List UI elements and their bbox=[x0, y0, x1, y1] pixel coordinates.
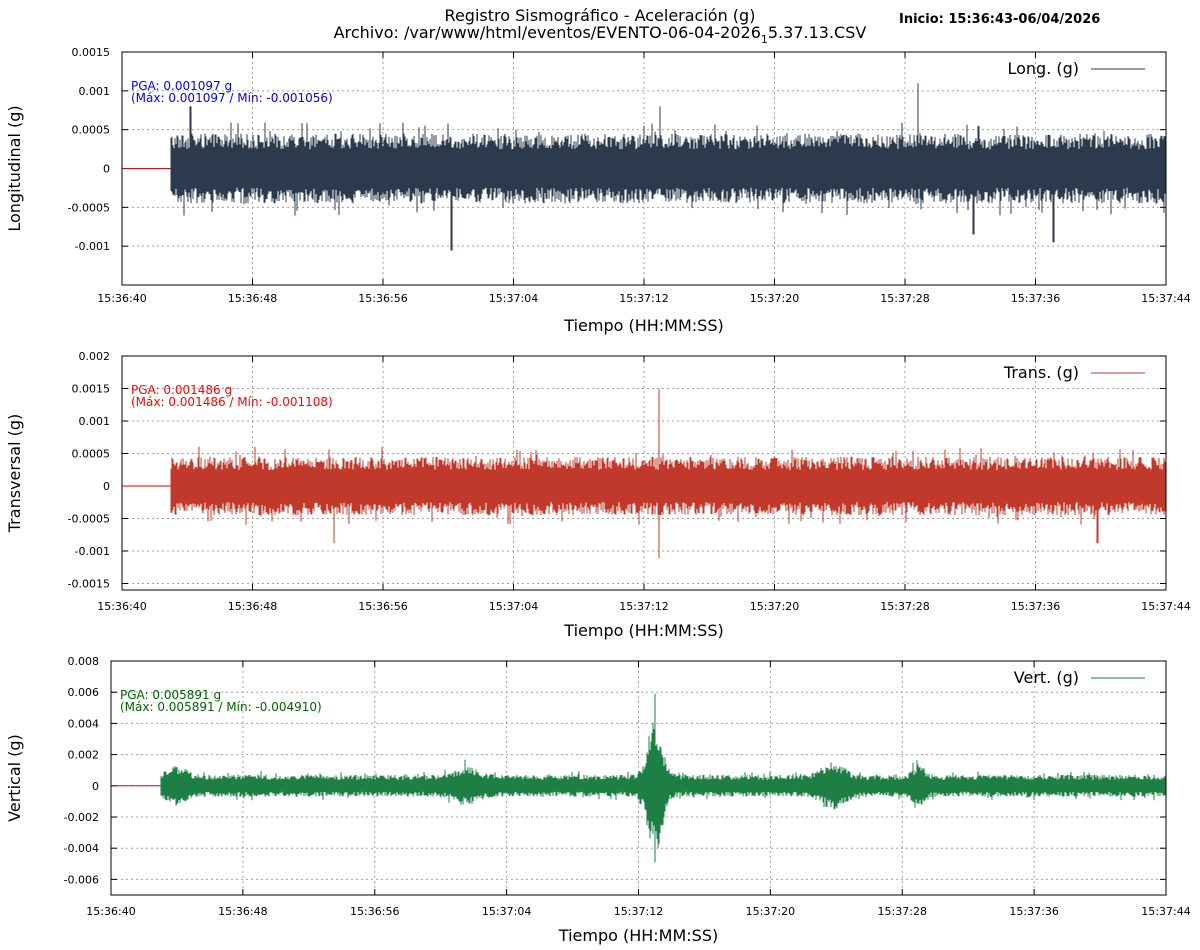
x-tick-label: 15:36:40 bbox=[97, 292, 146, 305]
y-tick-label: 0.0005 bbox=[72, 448, 111, 461]
acceleration-trace bbox=[160, 693, 1167, 863]
x-tick-label: 15:37:36 bbox=[1011, 292, 1060, 305]
x-tick-label: 15:36:56 bbox=[350, 905, 399, 918]
y-tick-label: -0.004 bbox=[64, 842, 99, 855]
acceleration-trace bbox=[170, 83, 1167, 251]
max-min-annotation: (Máx: 0.001486 / Mín: -0.001108) bbox=[131, 395, 333, 409]
file-path-label: Archivo: /var/www/html/eventos/EVENTO-06… bbox=[334, 23, 867, 46]
y-axis-label: Vertical (g) bbox=[5, 734, 24, 822]
acceleration-trace bbox=[170, 389, 1167, 558]
pga-annotation: PGA: 0.001097 g bbox=[131, 79, 232, 93]
plot-frame bbox=[110, 660, 1167, 896]
y-tick-label: 0.002 bbox=[68, 749, 100, 762]
x-tick-label: 15:37:36 bbox=[1011, 600, 1060, 613]
plot-frame bbox=[121, 51, 1167, 286]
x-tick-label: 15:37:04 bbox=[489, 600, 538, 613]
x-tick-label: 15:37:12 bbox=[619, 292, 668, 305]
y-tick-label: -0.002 bbox=[64, 811, 99, 824]
y-tick-label: 0.006 bbox=[68, 686, 100, 699]
y-tick-label: -0.001 bbox=[75, 240, 110, 253]
pga-annotation: PGA: 0.005891 g bbox=[120, 688, 221, 702]
y-tick-label: 0 bbox=[103, 480, 110, 493]
figure-title: Registro Sismográfico - Aceleración (g) bbox=[445, 6, 756, 25]
figure-header: Registro Sismográfico - Aceleración (g) … bbox=[334, 6, 1101, 46]
legend-label: Long. (g) bbox=[1007, 59, 1079, 78]
x-tick-label: 15:37:20 bbox=[750, 292, 799, 305]
chart-panel-2: 0.002 0.0015 0.001 0.0005 0 -0.0005 -0.001 -0.0… bbox=[5, 350, 1191, 640]
y-tick-label: 0.001 bbox=[79, 85, 111, 98]
y-tick-label: -0.006 bbox=[64, 873, 99, 886]
x-tick-label: 15:37:28 bbox=[878, 905, 927, 918]
x-tick-label: 15:37:28 bbox=[880, 292, 929, 305]
x-tick-label: 15:37:28 bbox=[880, 600, 929, 613]
x-axis-label: Tiempo (HH:MM:SS) bbox=[563, 621, 723, 640]
y-tick-label: -0.001 bbox=[75, 545, 110, 558]
x-tick-label: 15:37:12 bbox=[619, 600, 668, 613]
y-tick-label: -0.0015 bbox=[68, 578, 110, 591]
x-tick-label: 15:36:48 bbox=[228, 600, 277, 613]
x-tick-label: 15:37:44 bbox=[1141, 905, 1190, 918]
chart-panel-3: 0.008 0.006 0.004 0.002 0 -0.002 -0.004 -0.006 1… bbox=[5, 655, 1191, 945]
x-tick-label: 15:37:36 bbox=[1009, 905, 1058, 918]
y-tick-label: 0 bbox=[103, 163, 110, 176]
pga-annotation: PGA: 0.001486 g bbox=[131, 383, 232, 397]
file-path-suffix: 5.37.13.CSV bbox=[768, 23, 866, 42]
x-tick-label: 15:36:40 bbox=[86, 905, 135, 918]
chart-panel-1: 0.0015 0.001 0.0005 0 -0.0005 -0.001 15:36:40 1… bbox=[5, 46, 1191, 335]
legend-label: Vert. (g) bbox=[1014, 668, 1079, 687]
y-axis-label: Longitudinal (g) bbox=[5, 105, 24, 231]
x-tick-label: 15:37:44 bbox=[1141, 600, 1190, 613]
y-axis-label: Transversal (g) bbox=[5, 414, 24, 533]
file-path-main: Archivo: /var/www/html/eventos/EVENTO-06… bbox=[334, 23, 761, 42]
x-tick-label: 15:36:40 bbox=[97, 600, 146, 613]
legend-label: Trans. (g) bbox=[1003, 363, 1079, 382]
x-tick-label: 15:36:48 bbox=[218, 905, 267, 918]
x-tick-label: 15:37:04 bbox=[482, 905, 531, 918]
y-tick-label: 0.0005 bbox=[72, 124, 111, 137]
y-tick-label: -0.0005 bbox=[68, 201, 110, 214]
y-tick-label: 0 bbox=[92, 780, 99, 793]
x-tick-label: 15:36:48 bbox=[228, 292, 277, 305]
y-tick-label: 0.002 bbox=[79, 350, 111, 363]
x-tick-label: 15:37:04 bbox=[489, 292, 538, 305]
y-tick-label: -0.0005 bbox=[68, 513, 110, 526]
x-tick-label: 15:36:56 bbox=[358, 600, 407, 613]
y-tick-label: 0.0015 bbox=[72, 383, 111, 396]
y-tick-label: 0.001 bbox=[79, 415, 111, 428]
y-tick-label: 0.008 bbox=[68, 655, 100, 668]
x-tick-label: 15:37:20 bbox=[746, 905, 795, 918]
file-path-subscript: 1 bbox=[761, 33, 768, 46]
y-tick-label: 0.004 bbox=[68, 717, 100, 730]
x-tick-label: 15:37:12 bbox=[614, 905, 663, 918]
x-axis-label: Tiempo (HH:MM:SS) bbox=[563, 316, 723, 335]
x-axis-label: Tiempo (HH:MM:SS) bbox=[558, 926, 718, 945]
x-tick-label: 15:36:56 bbox=[358, 292, 407, 305]
x-tick-label: 15:37:44 bbox=[1141, 292, 1190, 305]
x-tick-label: 15:37:20 bbox=[750, 600, 799, 613]
y-tick-label: 0.0015 bbox=[72, 46, 111, 59]
start-time-label: Inicio: 15:36:43-06/04/2026 bbox=[899, 12, 1100, 27]
max-min-annotation: (Máx: 0.005891 / Mín: -0.004910) bbox=[120, 700, 322, 714]
max-min-annotation: (Máx: 0.001097 / Mín: -0.001056) bbox=[131, 91, 333, 105]
plot-frame bbox=[121, 355, 1167, 591]
